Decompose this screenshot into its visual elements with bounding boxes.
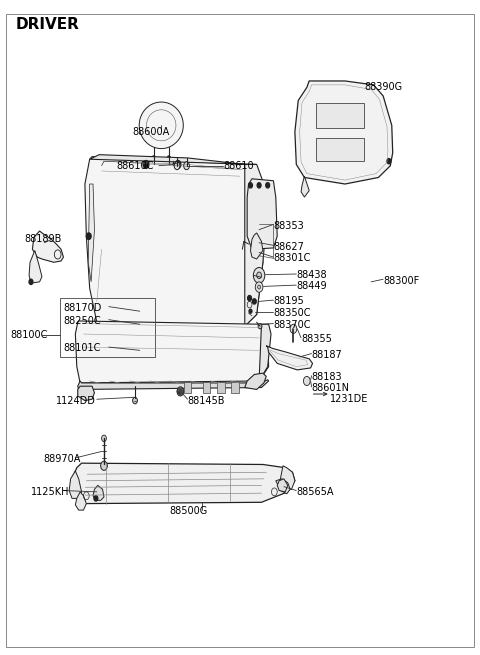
Circle shape	[168, 156, 170, 160]
Text: 88195: 88195	[274, 297, 304, 307]
Circle shape	[257, 183, 261, 188]
Polygon shape	[90, 155, 257, 164]
Circle shape	[252, 299, 256, 304]
Text: 88565A: 88565A	[296, 487, 334, 497]
Circle shape	[143, 160, 149, 168]
Circle shape	[249, 183, 252, 188]
Polygon shape	[279, 466, 295, 491]
Circle shape	[387, 159, 391, 164]
Text: 88500G: 88500G	[169, 506, 208, 516]
Circle shape	[248, 295, 252, 301]
Polygon shape	[85, 157, 263, 328]
Text: 88350C: 88350C	[274, 308, 311, 318]
Circle shape	[266, 183, 270, 188]
Polygon shape	[71, 463, 295, 504]
Polygon shape	[75, 321, 269, 383]
Polygon shape	[75, 492, 86, 510]
Bar	[231, 383, 239, 393]
Polygon shape	[259, 324, 271, 381]
Circle shape	[132, 398, 137, 404]
Text: 1231DE: 1231DE	[330, 394, 368, 404]
Text: 88145B: 88145B	[188, 396, 225, 405]
Polygon shape	[78, 380, 269, 390]
Circle shape	[94, 496, 98, 501]
Text: 88101C: 88101C	[63, 343, 101, 353]
Text: 88300F: 88300F	[383, 276, 420, 286]
Circle shape	[101, 461, 108, 470]
Polygon shape	[251, 233, 263, 259]
Polygon shape	[245, 164, 266, 326]
Polygon shape	[139, 102, 183, 149]
Polygon shape	[93, 485, 104, 500]
Bar	[203, 383, 210, 393]
Circle shape	[174, 162, 180, 170]
Bar	[217, 383, 225, 393]
Text: 88438: 88438	[296, 271, 327, 280]
Text: 88189B: 88189B	[24, 234, 61, 244]
Text: 88250C: 88250C	[63, 316, 101, 326]
Text: 88627: 88627	[274, 242, 304, 252]
Circle shape	[179, 389, 182, 394]
Text: 88353: 88353	[274, 221, 304, 231]
Text: 88449: 88449	[296, 282, 327, 291]
Polygon shape	[266, 346, 312, 370]
Circle shape	[258, 285, 261, 289]
Polygon shape	[29, 251, 42, 283]
Text: 88170D: 88170D	[63, 303, 102, 313]
Bar	[60, 298, 155, 357]
Circle shape	[177, 387, 184, 396]
Polygon shape	[295, 81, 393, 184]
Text: 88355: 88355	[301, 334, 332, 345]
Text: 88600A: 88600A	[132, 127, 170, 137]
Text: 88970A: 88970A	[43, 455, 81, 464]
Text: 88187: 88187	[312, 350, 342, 360]
Polygon shape	[69, 471, 82, 498]
Bar	[316, 138, 364, 160]
Text: 88390G: 88390G	[364, 83, 402, 92]
Text: 88610C: 88610C	[116, 160, 153, 171]
Text: 88183: 88183	[312, 372, 342, 382]
Polygon shape	[301, 176, 309, 197]
Circle shape	[184, 162, 190, 170]
Polygon shape	[247, 179, 277, 250]
Circle shape	[255, 282, 263, 292]
Circle shape	[257, 272, 262, 278]
Polygon shape	[78, 386, 95, 401]
Text: 88370C: 88370C	[274, 320, 311, 330]
Text: 1125KH: 1125KH	[31, 487, 70, 497]
Circle shape	[175, 160, 181, 168]
Text: 88601N: 88601N	[312, 383, 349, 393]
Circle shape	[86, 233, 91, 240]
Circle shape	[152, 156, 155, 160]
Text: 88301C: 88301C	[274, 253, 311, 263]
Text: 88610: 88610	[223, 160, 254, 171]
Circle shape	[303, 377, 310, 386]
Circle shape	[253, 267, 265, 283]
Bar	[316, 103, 364, 128]
Text: DRIVER: DRIVER	[16, 17, 80, 31]
Bar	[184, 383, 192, 393]
Circle shape	[290, 324, 297, 333]
Polygon shape	[245, 373, 266, 390]
Polygon shape	[277, 479, 288, 492]
Polygon shape	[33, 231, 63, 262]
Text: 88100C: 88100C	[10, 330, 48, 341]
Text: 1124DD: 1124DD	[56, 396, 96, 405]
Circle shape	[249, 309, 252, 313]
Polygon shape	[276, 479, 290, 494]
Circle shape	[29, 279, 33, 284]
Polygon shape	[88, 184, 95, 282]
Circle shape	[102, 435, 107, 441]
Circle shape	[258, 324, 262, 329]
